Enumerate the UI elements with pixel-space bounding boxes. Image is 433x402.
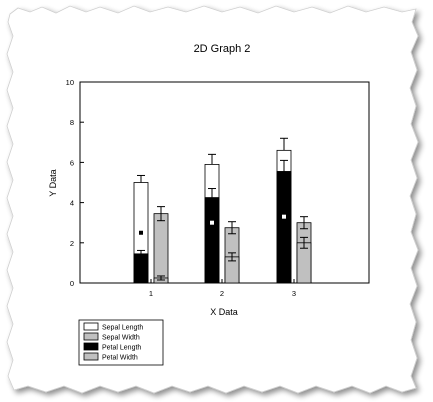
y-tick-label: 2	[70, 239, 74, 248]
mean-marker-group	[139, 214, 286, 235]
bar-petal-length	[133, 253, 149, 284]
legend-swatch-sepal-width	[83, 332, 99, 341]
legend-label: Sepal Length	[102, 325, 143, 332]
legend: Sepal Length Sepal Width Petal Length Petal…	[78, 319, 164, 366]
y-tick-label: 8	[70, 118, 74, 127]
error-bar-group	[137, 137, 308, 281]
legend-label: Petal Width	[102, 355, 138, 362]
y-axis: 0 2 4 6 8 10	[66, 78, 84, 288]
y-tick-label: 0	[70, 279, 74, 288]
y-tick-label: 4	[70, 199, 74, 208]
x-tick-label: 2	[220, 289, 224, 298]
chart-title: 2D Graph 2	[194, 43, 251, 55]
mean-marker	[282, 214, 286, 219]
x-tick-label: 3	[292, 289, 296, 298]
bar-sepal-width	[153, 213, 169, 284]
legend-swatch-petal-width	[83, 352, 99, 361]
legend-label: Petal Length	[102, 345, 141, 352]
y-tick-label: 6	[70, 158, 74, 167]
x-tick-label: 1	[149, 289, 153, 298]
bar-petal-length	[204, 197, 220, 284]
y-tick-label: 10	[66, 78, 74, 87]
legend-swatch-petal-length	[83, 342, 99, 351]
x-axis: 1 2 3	[149, 279, 296, 298]
bar-petal-width	[296, 242, 312, 284]
legend-label: Sepal Width	[102, 335, 140, 342]
y-axis-label: Y Data	[48, 169, 58, 196]
plot-frame	[79, 81, 370, 284]
legend-swatch-sepal-length	[83, 322, 99, 331]
x-axis-label: X Data	[210, 307, 238, 317]
bar-petal-length	[276, 171, 292, 284]
mean-marker	[210, 220, 214, 225]
mean-marker	[139, 230, 143, 235]
